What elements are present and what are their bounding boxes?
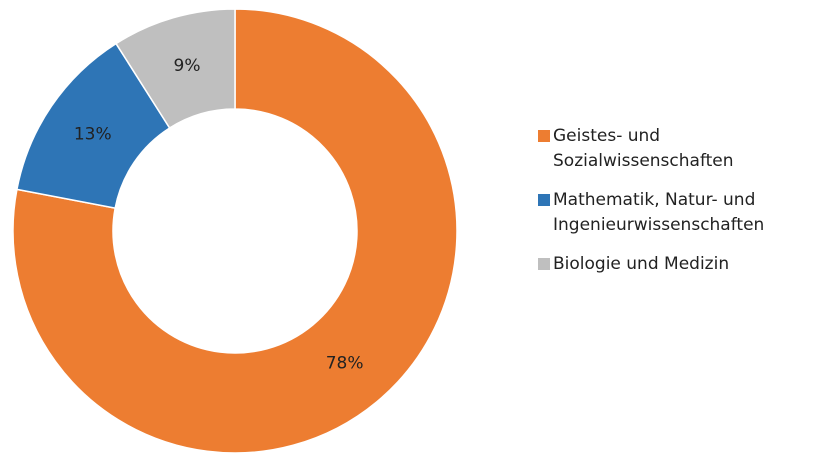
slice (12, 8, 458, 454)
legend-item: Geistes- und Sozialwissenschaften (538, 124, 822, 174)
legend-label: Biologie und Medizin (553, 254, 730, 274)
legend-item: Biologie und Medizin (538, 252, 822, 277)
legend-swatch (538, 194, 550, 206)
legend-swatch (538, 258, 550, 270)
slice (115, 8, 236, 130)
legend-item: Mathematik, Natur- und Ingenieurwissensc… (538, 188, 822, 238)
value-label: 78% (326, 354, 364, 374)
legend-label: Geistes- und Sozialwissenschaften (553, 126, 734, 171)
value-label: 13% (74, 124, 112, 144)
legend: Geistes- und Sozialwissenschaften Mathema… (538, 124, 822, 291)
chart: 78% 13% 9% (12, 8, 458, 454)
legend-swatch (538, 130, 550, 142)
legend-label: Mathematik, Natur- und Ingenieurwissensc… (553, 190, 765, 235)
value-label: 9% (174, 56, 201, 76)
